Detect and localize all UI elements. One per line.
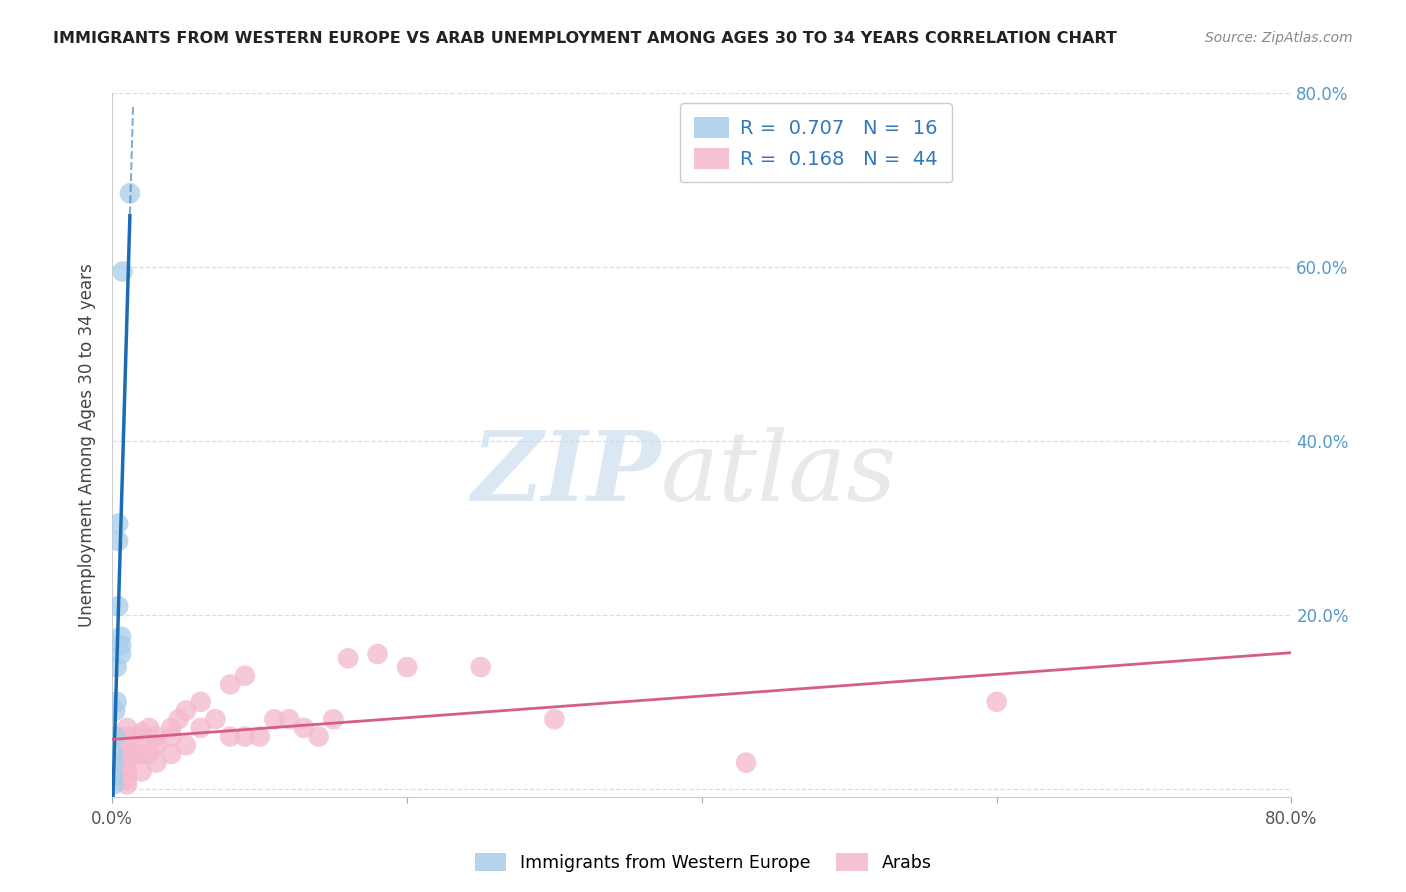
Point [145,739,167,753]
Point [308,730,330,744]
Point [219,730,242,744]
Point [145,730,167,744]
Point [219,677,242,691]
Point [396,660,419,674]
Point [131,730,153,744]
Point [110,647,132,661]
Point [115,777,138,791]
Point [115,756,138,770]
Point [138,721,160,735]
Point [322,712,344,726]
Point [115,721,138,735]
Point [204,712,226,726]
Point [278,712,301,726]
Y-axis label: Unemployment Among Ages 30 to 34 years: Unemployment Among Ages 30 to 34 years [79,263,96,627]
Point [103,747,125,761]
Point [115,773,138,788]
Point [160,747,183,761]
Point [104,730,127,744]
Text: atlas: atlas [661,426,897,521]
Point [107,534,129,549]
Point [103,756,125,770]
Point [105,660,128,674]
Point [233,730,256,744]
Point [115,730,138,744]
Point [105,695,128,709]
Point [190,695,212,709]
Point [174,704,197,718]
Point [190,721,212,735]
Point [167,712,190,726]
Point [115,747,138,761]
Point [111,264,134,278]
Point [103,777,125,791]
Point [470,660,492,674]
Point [104,704,127,718]
Point [115,764,138,779]
Point [110,630,132,644]
Point [115,739,138,753]
Point [138,747,160,761]
Point [263,712,285,726]
Point [367,647,389,661]
Point [292,721,315,735]
Point [124,747,146,761]
Point [543,712,565,726]
Point [735,756,758,770]
Point [107,516,129,531]
Point [103,769,125,783]
Point [107,599,129,614]
Legend: Immigrants from Western Europe, Arabs: Immigrants from Western Europe, Arabs [468,847,938,879]
Point [160,730,183,744]
Point [174,739,197,753]
Point [110,638,132,652]
Point [160,721,183,735]
Point [131,764,153,779]
Text: IMMIGRANTS FROM WESTERN EUROPE VS ARAB UNEMPLOYMENT AMONG AGES 30 TO 34 YEARS CO: IMMIGRANTS FROM WESTERN EUROPE VS ARAB U… [53,31,1118,46]
Point [145,756,167,770]
Point [337,651,360,665]
Point [249,730,271,744]
Text: ZIP: ZIP [471,426,661,521]
Text: Source: ZipAtlas.com: Source: ZipAtlas.com [1205,31,1353,45]
Point [131,725,153,739]
Point [131,747,153,761]
Point [986,695,1008,709]
Legend: R =  0.707   N =  16, R =  0.168   N =  44: R = 0.707 N = 16, R = 0.168 N = 44 [681,103,952,183]
Point [118,186,141,201]
Point [233,669,256,683]
